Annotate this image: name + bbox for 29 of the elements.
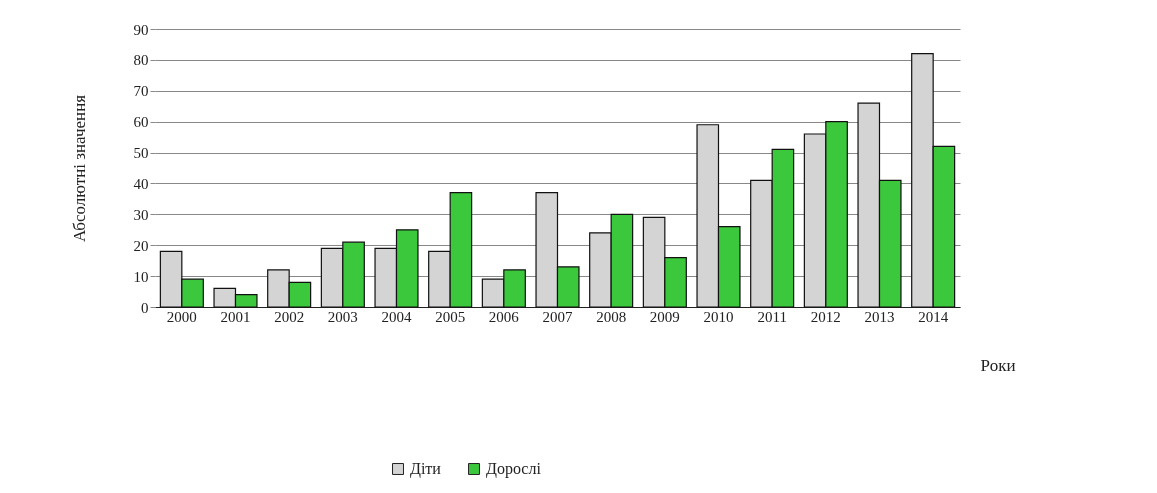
x-tick-label: 2009 [649,308,680,325]
x-tick-label: 2014 [918,308,949,325]
x-tick-label: 2002 [274,308,305,325]
x-tick-label: 2011 [757,308,787,325]
x-tick-label: 2005 [435,308,466,325]
x-tick-label: 2006 [488,308,520,325]
legend-label: Діти [410,460,442,478]
x-tick-label: 2010 [703,308,734,325]
y-tick-label: 50 [133,145,149,162]
y-tick-label: 10 [133,268,149,285]
y-tick-label: 20 [133,237,149,254]
legend-label: Дорослі [486,460,542,478]
x-tick-label: 2004 [381,308,412,325]
x-tick-label: 2001 [220,308,251,325]
x-tick-label: 2012 [810,308,841,325]
y-tick-label: 90 [133,21,149,38]
x-tick-label: 2003 [327,308,358,325]
y-tick-label: 60 [133,114,149,131]
x-axis-title: Роки [980,355,1016,375]
x-tick-label: 2008 [596,308,627,325]
x-tick-label: 2007 [542,308,573,325]
y-tick-label: 0 [141,299,149,316]
y-tick-label: 70 [133,83,149,100]
y-tick-label: 30 [133,206,149,223]
x-tick-label: 2013 [864,308,895,325]
x-tick-label: 2000 [166,308,197,325]
y-tick-label: 80 [133,52,149,69]
y-axis-title: Абсолютні значення [69,94,89,243]
y-tick-label: 40 [133,175,149,192]
